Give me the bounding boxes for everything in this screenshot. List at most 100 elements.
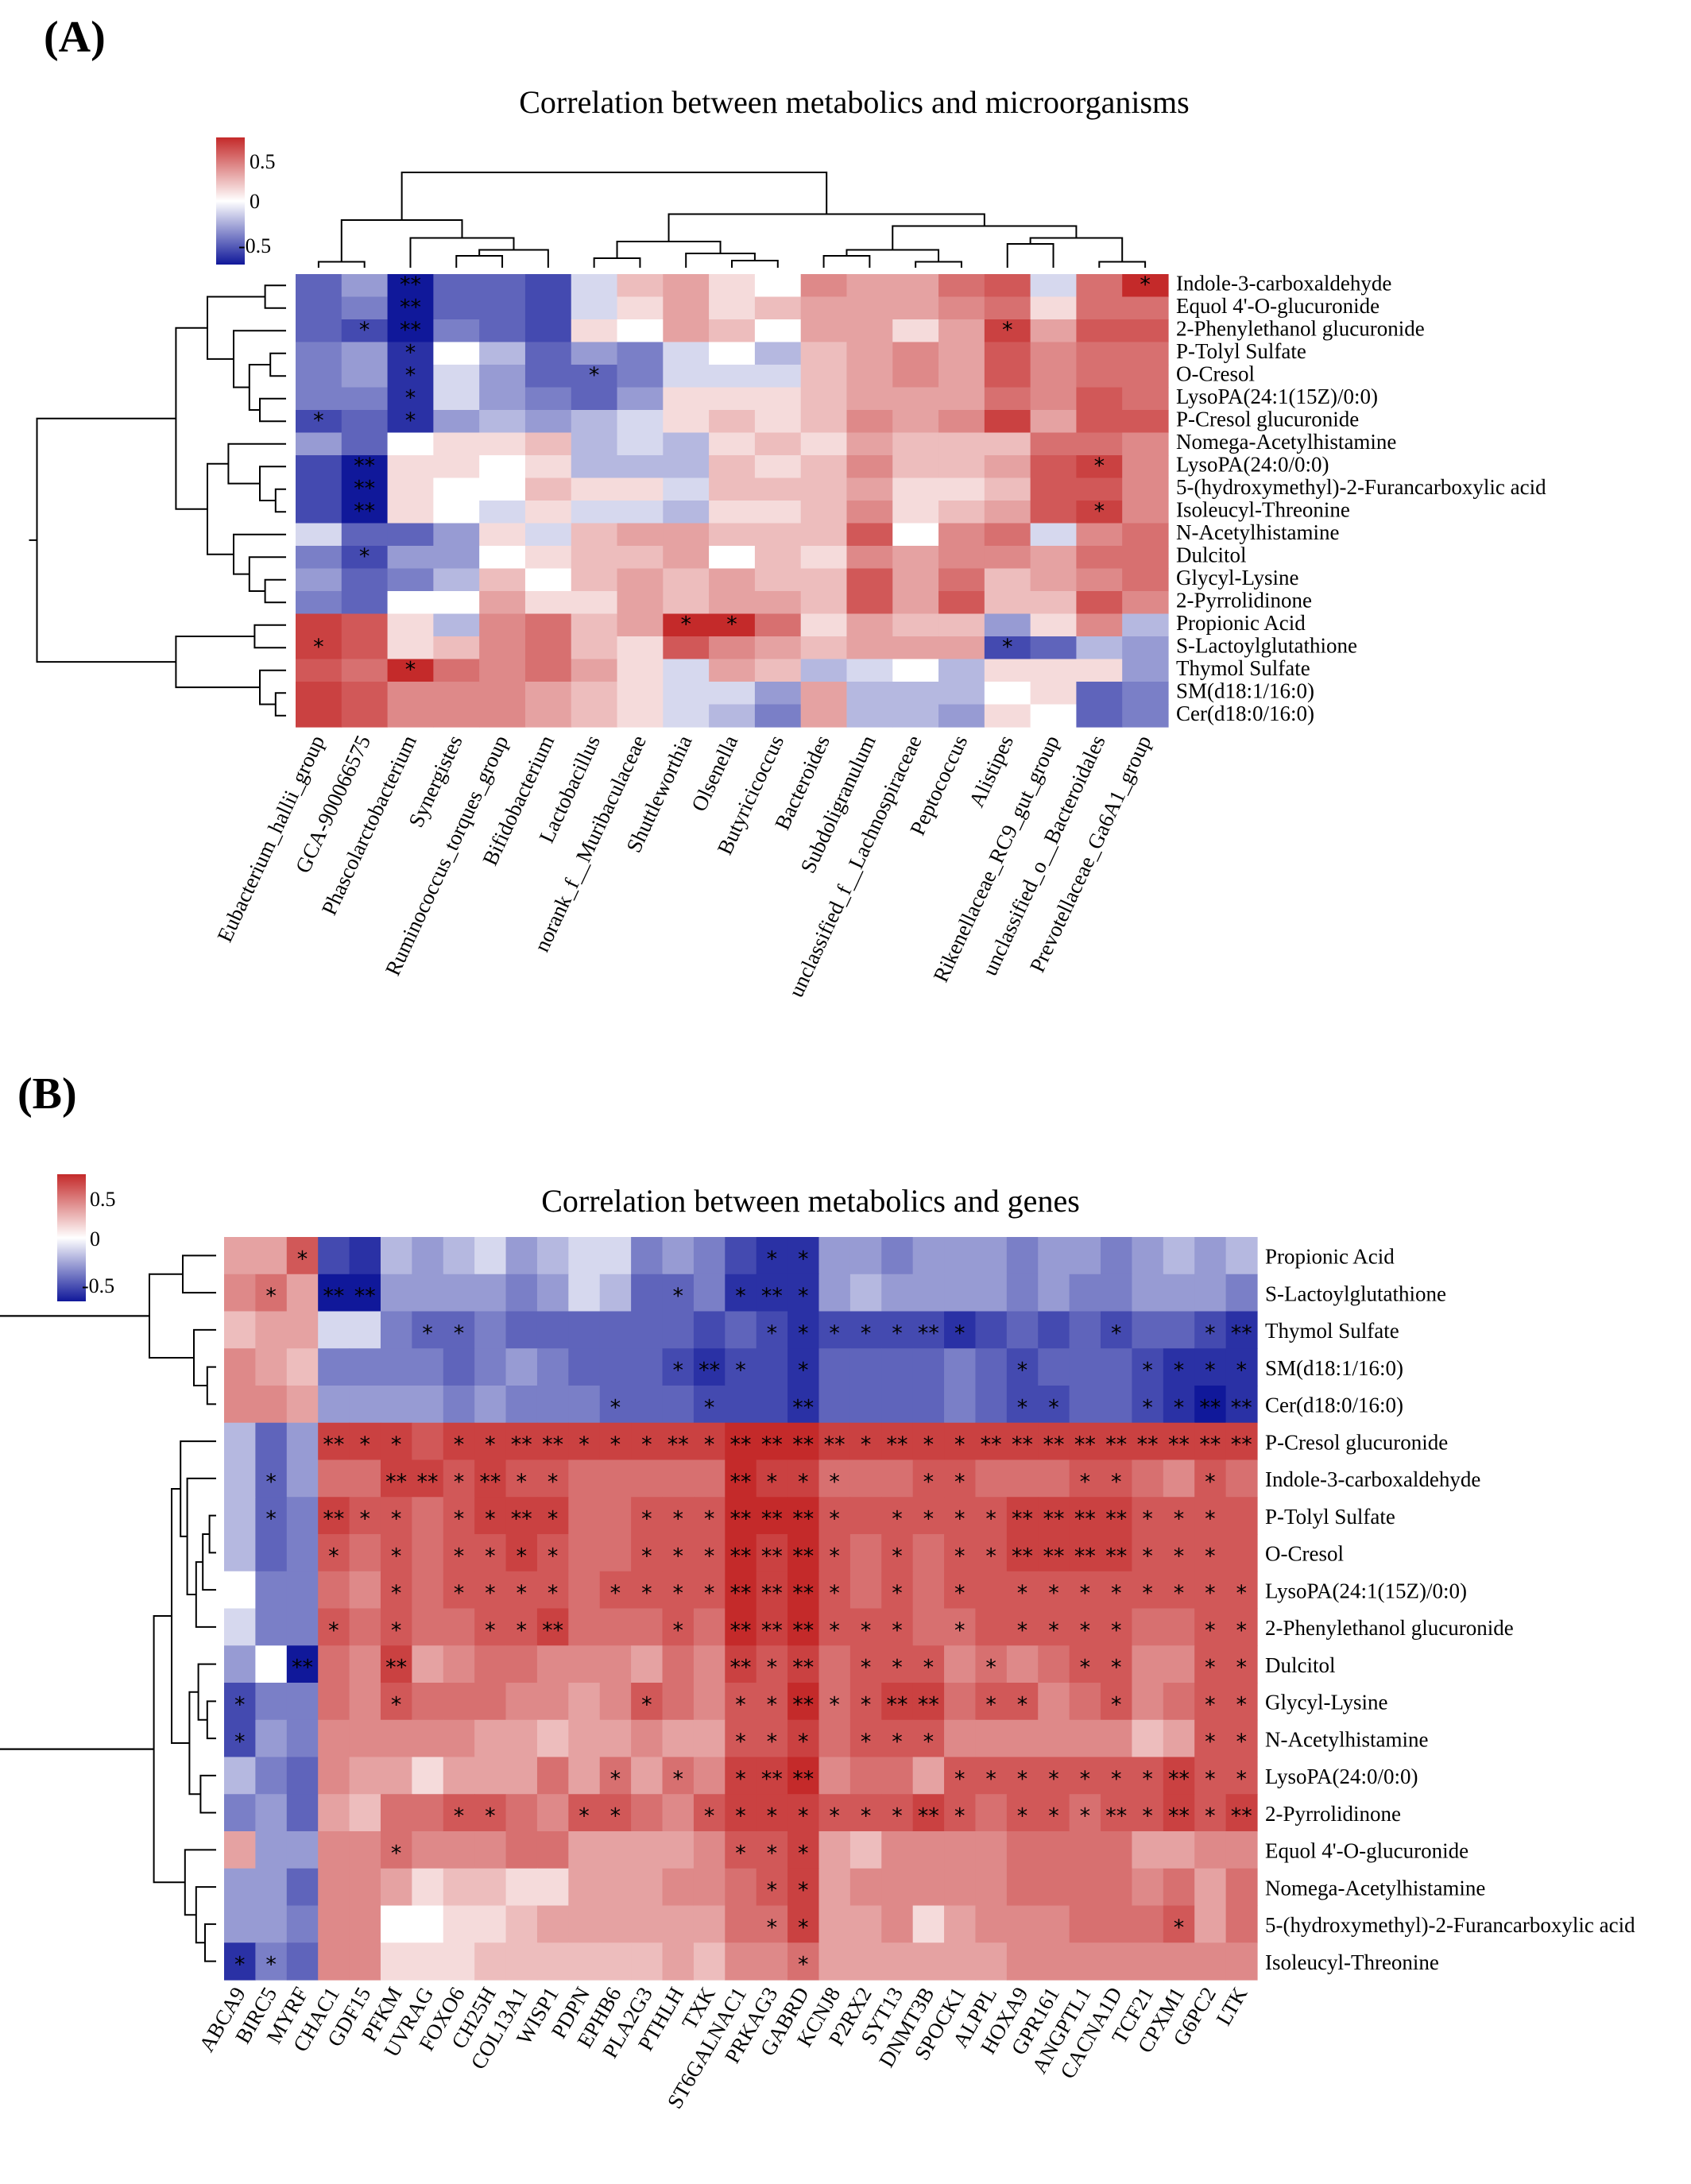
heatmap-cell: [754, 432, 802, 456]
heatmap-cell: [617, 432, 664, 456]
heatmap-cell: [433, 365, 480, 388]
significance-mark: *: [1205, 1618, 1216, 1643]
heatmap-cell: [1006, 1571, 1039, 1610]
heatmap-cell: [709, 546, 756, 570]
heatmap-cell: [341, 704, 389, 728]
heatmap-cell: [255, 1386, 288, 1424]
significance-mark: **: [761, 1767, 783, 1792]
heatmap-cell: [318, 1608, 350, 1646]
heatmap-cell: [474, 1237, 507, 1275]
significance-mark: **: [354, 1284, 376, 1308]
significance-mark: **: [400, 273, 421, 297]
heatmap-cell: [505, 1868, 538, 1907]
significance-mark: *: [405, 341, 416, 365]
heatmap-cell: [800, 659, 848, 682]
heatmap-cell: [912, 1683, 945, 1721]
heatmap-cell: [380, 1534, 412, 1572]
significance-mark: *: [1205, 1507, 1216, 1532]
heatmap-cell: [568, 1868, 601, 1907]
row-label: S-Lactoylglutathione: [1265, 1281, 1446, 1305]
heatmap-cell: [536, 1386, 569, 1424]
heatmap-cell: [1006, 1534, 1039, 1572]
heatmap-cell: [1163, 1571, 1195, 1610]
heatmap-cell: [286, 1719, 319, 1758]
significance-mark: *: [313, 408, 324, 433]
significance-mark: *: [829, 1804, 840, 1829]
heatmap-cell: [663, 591, 710, 615]
significance-mark: *: [735, 1284, 746, 1308]
heatmap-cell: [1163, 1497, 1195, 1535]
heatmap-cell: [443, 1645, 475, 1683]
heatmap-cell: [505, 1571, 538, 1610]
heatmap-cell: [975, 1831, 1008, 1869]
heatmap-cell: [892, 387, 939, 411]
heatmap-cell: [663, 659, 710, 682]
significance-mark: *: [798, 1470, 809, 1494]
significance-mark: *: [704, 1432, 715, 1457]
heatmap-cell: [756, 1942, 788, 1981]
heatmap-cell: [881, 1497, 914, 1535]
heatmap-cell: [881, 1719, 914, 1758]
heatmap-cell: [1101, 1868, 1133, 1907]
heatmap-cell: [536, 1274, 569, 1312]
heatmap-cell: [380, 1386, 412, 1424]
heatmap-cell: [1006, 1683, 1039, 1721]
dendrogram-branch: [208, 1514, 216, 1554]
heatmap-cell: [912, 1459, 945, 1498]
heatmap-cell: [349, 1237, 381, 1275]
heatmap-cell: [984, 523, 1031, 547]
significance-mark: *: [1142, 1767, 1153, 1792]
heatmap-cell: [224, 1422, 256, 1461]
heatmap-cell: [536, 1348, 569, 1386]
heatmap-cell: [1194, 1497, 1227, 1535]
row-label: LysoPA(24:1(15Z)/0:0): [1265, 1579, 1467, 1602]
heatmap-cell: [1132, 1237, 1164, 1275]
heatmap-cell: [1194, 1237, 1227, 1275]
heatmap-cell: [1101, 1497, 1133, 1535]
heatmap-cell: [1038, 1311, 1070, 1349]
heatmap-cell: [296, 342, 342, 365]
heatmap-cell: [505, 1719, 538, 1758]
heatmap-cell: [1225, 1571, 1258, 1610]
heatmap-cell: [380, 1348, 412, 1386]
heatmap-cell: [255, 1719, 288, 1758]
heatmap-cell: [1006, 1422, 1039, 1461]
heatmap-cell: [341, 546, 389, 570]
row-label: P-Tolyl Sulfate: [1265, 1505, 1395, 1529]
heatmap-cell: [568, 1942, 601, 1981]
heatmap-cell: [443, 1905, 475, 1943]
significance-mark: *: [548, 1544, 559, 1568]
heatmap-cell: [286, 1905, 319, 1943]
dendrogram-branch: [731, 260, 779, 268]
heatmap-cell: [1038, 1683, 1070, 1721]
heatmap-cell: [787, 1534, 820, 1572]
dendrogram-branch: [1029, 237, 1124, 262]
heatmap-cell: [975, 1757, 1008, 1795]
heatmap-cell: [387, 296, 434, 320]
heatmap-cell: [387, 455, 434, 479]
heatmap-cell: [1225, 1645, 1258, 1683]
significance-mark: *: [923, 1470, 934, 1494]
heatmap-cell: [296, 477, 342, 501]
significance-mark: *: [767, 1692, 778, 1717]
heatmap-cell: [754, 387, 802, 411]
significance-mark: *: [985, 1656, 996, 1680]
heatmap-cell: [286, 1386, 319, 1424]
heatmap-cell: [631, 1348, 664, 1386]
row-label: P-Cresol glucuronide: [1265, 1430, 1448, 1454]
heatmap-cell: [571, 704, 618, 728]
heatmap-cell: [380, 1237, 412, 1275]
significance-mark: **: [1043, 1507, 1064, 1532]
heatmap-cell: [984, 636, 1031, 660]
heatmap-cell: [846, 296, 893, 320]
significance-mark: *: [265, 1953, 277, 1977]
heatmap-cell: [975, 1534, 1008, 1572]
heatmap-cell: [881, 1274, 914, 1312]
heatmap-cell: [800, 568, 848, 592]
heatmap-cell: [224, 1683, 256, 1721]
heatmap-cell: [663, 296, 710, 320]
heatmap-cell: [536, 1311, 569, 1349]
heatmap-cell: [1038, 1645, 1070, 1683]
heatmap-cell: [568, 1719, 601, 1758]
heatmap-cell: [571, 274, 618, 298]
